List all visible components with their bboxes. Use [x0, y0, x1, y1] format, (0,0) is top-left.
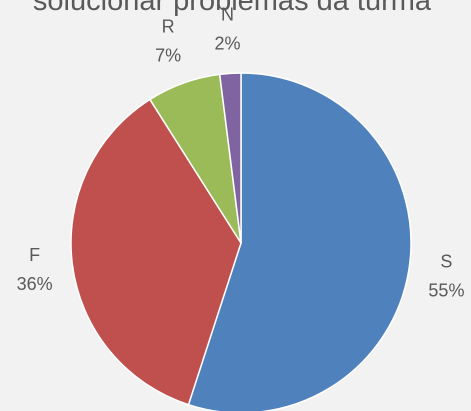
- slice-category-label: R: [162, 17, 175, 37]
- slice-value-label: 2%: [214, 33, 240, 53]
- slice-value-label: 7%: [155, 46, 181, 66]
- pie-slice: [70, 98, 242, 406]
- slice-category-label: S: [440, 252, 452, 272]
- chart-title: solucionar problemas da turma: [33, 0, 432, 17]
- pie-slice: [187, 72, 412, 411]
- slice-value-label: 36%: [17, 274, 53, 294]
- slice-category-label: N: [221, 4, 234, 24]
- slice-category-label: F: [29, 245, 40, 265]
- slice-value-label: 55%: [428, 281, 464, 301]
- pie-slice: [218, 72, 242, 244]
